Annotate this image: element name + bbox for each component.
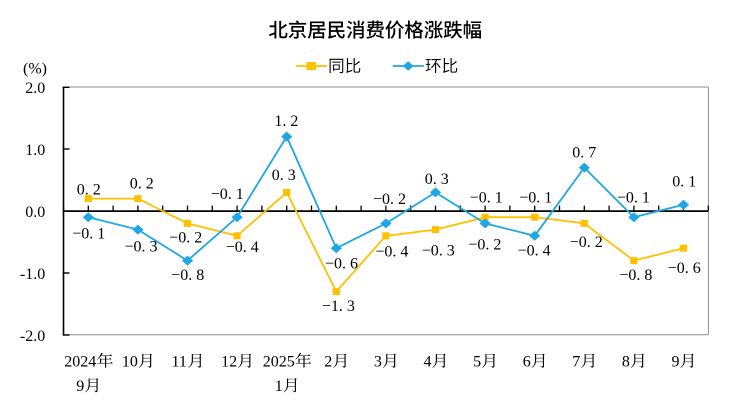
svg-text:9: 9 <box>76 378 84 395</box>
svg-text:1. 2: 1. 2 <box>274 113 298 130</box>
svg-text:−0. 8: −0. 8 <box>619 267 652 284</box>
svg-text:7: 7 <box>572 354 580 371</box>
svg-text:0. 3: 0. 3 <box>272 167 296 184</box>
svg-text:2.0: 2.0 <box>25 80 45 97</box>
svg-text:−0. 3: −0. 3 <box>124 238 157 255</box>
svg-text:−0. 2: −0. 2 <box>570 234 603 251</box>
svg-text:0.0: 0.0 <box>25 204 45 221</box>
svg-text:1.0: 1.0 <box>25 142 45 159</box>
svg-text:−0. 3: −0. 3 <box>422 243 455 260</box>
svg-text:(%): (%) <box>23 61 47 78</box>
svg-text:6: 6 <box>523 354 531 371</box>
svg-text:−1. 3: −1. 3 <box>322 298 355 315</box>
svg-text:0. 3: 0. 3 <box>425 171 449 188</box>
svg-text:−0. 2: −0. 2 <box>468 237 501 254</box>
svg-text:11: 11 <box>172 354 187 371</box>
svg-text:5: 5 <box>473 354 481 371</box>
svg-text:−0. 4: −0. 4 <box>226 239 259 256</box>
svg-text:−0. 6: −0. 6 <box>668 260 701 277</box>
svg-text:−0. 4: −0. 4 <box>518 243 551 260</box>
svg-text:−0. 6: −0. 6 <box>325 256 358 273</box>
svg-text:−0. 2: −0. 2 <box>169 230 202 247</box>
svg-text:−0. 4: −0. 4 <box>375 244 408 261</box>
svg-text:0. 1: 0. 1 <box>672 173 696 190</box>
svg-text:2024: 2024 <box>64 354 96 371</box>
svg-text:−0. 1: −0. 1 <box>617 190 650 207</box>
svg-text:8: 8 <box>622 354 630 371</box>
svg-text:−0. 1: −0. 1 <box>211 186 244 203</box>
svg-text:-2.0: -2.0 <box>20 328 45 345</box>
svg-text:0. 2: 0. 2 <box>130 175 154 192</box>
svg-text:−0. 1: −0. 1 <box>519 189 552 206</box>
svg-text:−0. 2: −0. 2 <box>373 191 406 208</box>
svg-text:2025: 2025 <box>263 354 295 371</box>
svg-text:-1.0: -1.0 <box>20 266 45 283</box>
svg-text:0. 2: 0. 2 <box>77 181 101 198</box>
svg-text:−0. 1: −0. 1 <box>470 189 503 206</box>
svg-text:2: 2 <box>324 354 332 371</box>
svg-text:10: 10 <box>122 354 138 371</box>
svg-text:9: 9 <box>672 354 680 371</box>
svg-text:3: 3 <box>374 354 382 371</box>
svg-text:−0. 1: −0. 1 <box>72 225 105 242</box>
svg-text:1: 1 <box>275 378 283 395</box>
svg-text:4: 4 <box>424 354 432 371</box>
svg-text:0. 7: 0. 7 <box>572 145 596 162</box>
svg-text:12: 12 <box>221 354 237 371</box>
svg-text:−0. 8: −0. 8 <box>171 267 204 284</box>
